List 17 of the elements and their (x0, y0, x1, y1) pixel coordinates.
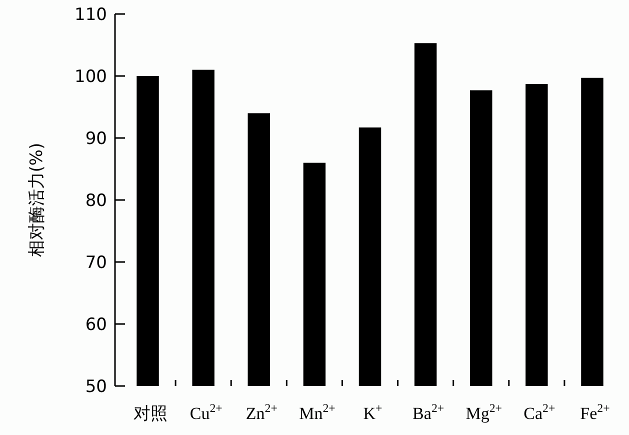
x-tick-label: Ca$^{2+}$ (524, 401, 556, 423)
y-tick-label: 60 (85, 314, 107, 335)
x-tick-label: Mn$^{2+}$ (299, 401, 336, 423)
y-axis-title: 相对酶活力(%) (27, 142, 47, 258)
x-tick-label: Ba$^{2+}$ (412, 401, 444, 423)
y-tick-label: 80 (85, 190, 107, 211)
x-tick-label: Mg$^{2+}$ (466, 401, 502, 423)
y-tick-label: 110 (74, 4, 107, 25)
x-tick-label: K$^{+}$ (363, 401, 383, 423)
x-tick-label: Zn$^{2+}$ (246, 401, 278, 423)
y-tick-label: 70 (85, 252, 107, 273)
y-tick-label: 100 (74, 66, 107, 87)
x-tick-label: Fe$^{2+}$ (580, 401, 610, 423)
y-tick-label: 50 (85, 376, 107, 397)
y-tick-label: 90 (85, 128, 107, 149)
x-tick-label: Cu$^{2+}$ (190, 401, 223, 423)
x-tick-label: 对照 (134, 404, 168, 423)
